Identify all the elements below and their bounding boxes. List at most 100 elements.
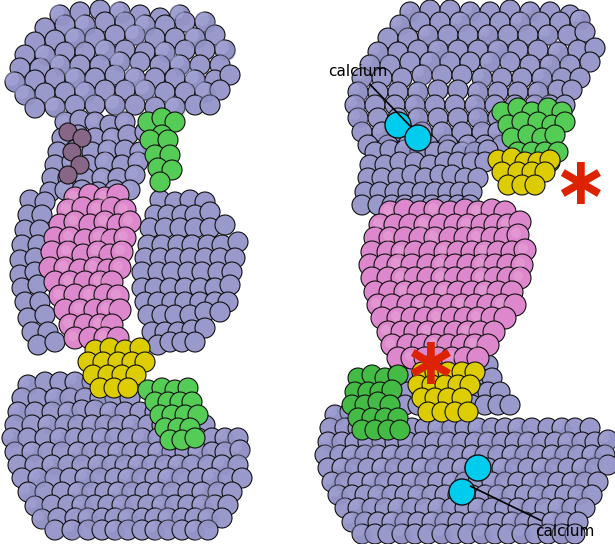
Circle shape (188, 442, 208, 462)
Circle shape (55, 82, 75, 102)
Circle shape (348, 418, 368, 438)
Circle shape (92, 428, 112, 448)
Circle shape (475, 485, 495, 505)
Circle shape (508, 98, 528, 118)
Circle shape (70, 444, 80, 454)
Circle shape (75, 388, 95, 408)
Circle shape (87, 199, 109, 221)
Circle shape (28, 275, 48, 295)
Circle shape (108, 98, 126, 116)
Circle shape (548, 142, 568, 162)
Circle shape (158, 508, 178, 528)
Circle shape (25, 248, 45, 268)
Circle shape (360, 434, 370, 444)
Circle shape (528, 82, 548, 102)
Circle shape (435, 258, 445, 268)
Circle shape (359, 254, 381, 276)
Circle shape (71, 156, 89, 174)
Circle shape (431, 267, 453, 289)
Circle shape (128, 28, 146, 46)
Circle shape (400, 52, 420, 72)
Circle shape (63, 143, 81, 161)
Circle shape (101, 271, 123, 293)
Circle shape (566, 476, 582, 492)
Circle shape (518, 125, 538, 145)
Circle shape (170, 55, 184, 69)
Circle shape (428, 472, 448, 492)
Circle shape (509, 267, 531, 289)
Circle shape (355, 445, 375, 465)
Circle shape (162, 428, 182, 448)
Circle shape (448, 375, 468, 395)
Circle shape (165, 97, 185, 117)
Circle shape (426, 449, 442, 465)
Circle shape (460, 375, 480, 395)
Circle shape (504, 447, 514, 457)
Circle shape (5, 72, 25, 92)
Circle shape (451, 334, 473, 356)
Circle shape (134, 430, 144, 440)
Circle shape (415, 368, 435, 388)
Circle shape (372, 122, 392, 142)
Circle shape (89, 227, 111, 249)
Circle shape (405, 95, 425, 115)
Circle shape (180, 415, 200, 435)
Circle shape (430, 368, 450, 388)
Circle shape (218, 468, 238, 488)
Circle shape (507, 224, 529, 246)
Circle shape (572, 458, 592, 478)
Circle shape (498, 524, 518, 544)
Circle shape (25, 455, 45, 475)
Circle shape (484, 214, 506, 236)
Circle shape (28, 468, 48, 488)
Circle shape (494, 201, 516, 223)
Circle shape (95, 40, 115, 60)
Circle shape (38, 48, 56, 66)
Circle shape (59, 271, 81, 293)
Circle shape (548, 80, 568, 100)
Circle shape (315, 445, 335, 465)
Circle shape (432, 65, 452, 85)
Circle shape (361, 241, 383, 263)
Circle shape (122, 512, 138, 528)
Circle shape (202, 428, 222, 448)
Circle shape (8, 402, 28, 422)
Circle shape (381, 294, 403, 316)
Circle shape (156, 499, 172, 515)
Circle shape (391, 258, 401, 268)
Circle shape (518, 25, 538, 45)
Circle shape (38, 442, 58, 462)
Circle shape (362, 436, 378, 452)
Circle shape (98, 331, 108, 341)
Circle shape (392, 422, 408, 438)
Circle shape (158, 205, 178, 225)
Circle shape (165, 415, 185, 435)
Circle shape (375, 498, 395, 518)
Circle shape (120, 510, 130, 520)
Circle shape (91, 203, 101, 213)
Circle shape (395, 140, 415, 160)
Circle shape (215, 428, 235, 448)
Circle shape (85, 112, 105, 132)
Circle shape (102, 404, 112, 414)
Circle shape (455, 498, 475, 518)
Circle shape (210, 55, 230, 75)
Circle shape (379, 227, 401, 249)
Circle shape (78, 428, 98, 448)
Circle shape (385, 458, 405, 478)
Circle shape (390, 420, 400, 430)
Circle shape (558, 432, 578, 452)
Circle shape (225, 248, 245, 268)
Circle shape (348, 368, 368, 388)
Circle shape (107, 214, 129, 236)
Circle shape (452, 458, 472, 478)
Circle shape (100, 338, 120, 358)
Circle shape (412, 432, 432, 452)
Circle shape (432, 44, 448, 60)
Circle shape (432, 422, 448, 438)
Circle shape (412, 182, 432, 202)
Circle shape (145, 205, 165, 225)
Circle shape (381, 334, 403, 356)
Circle shape (391, 311, 401, 321)
Circle shape (398, 28, 418, 48)
